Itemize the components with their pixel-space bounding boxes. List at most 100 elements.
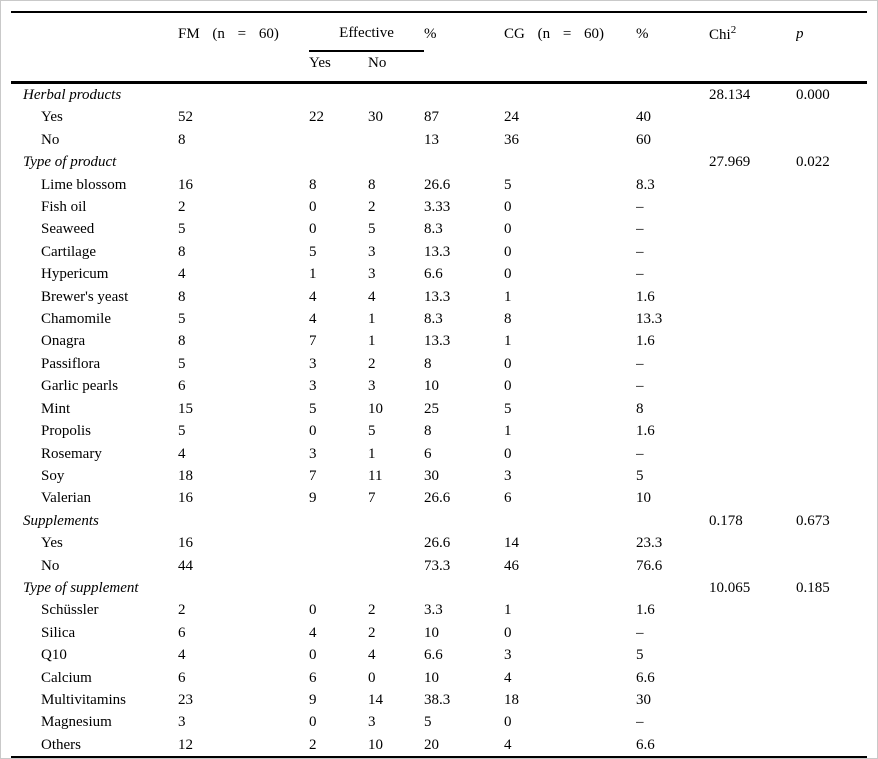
table-row: Schüssler 2 0 2 3.3 1 1.6 <box>11 599 867 621</box>
cell-p-value <box>796 443 867 465</box>
cell-p-value <box>796 667 867 689</box>
table-row: Mint 15 5 10 25 5 8 <box>11 398 867 420</box>
table-row: Type of supplement 10.065 0.185 <box>11 577 867 599</box>
table-row: Herbal products 28.134 0.000 <box>11 83 867 107</box>
cell-effective-yes: 0 <box>309 423 317 440</box>
cell-effective-no: 1 <box>368 311 376 328</box>
cell-effective-no: 3 <box>368 243 376 260</box>
cell-effective-yes: 4 <box>309 311 317 328</box>
cell-label: Garlic pearls <box>41 378 119 395</box>
cell-label: Lime blossom <box>41 176 127 193</box>
cell-cg-percent: – <box>636 624 644 641</box>
cell-p-value <box>796 308 867 330</box>
cell-p-value <box>796 532 867 554</box>
cell-cg-percent: 13.3 <box>636 311 663 328</box>
cell-chi-square <box>709 375 796 397</box>
cell-effective-yes: 3 <box>309 378 317 395</box>
cell-cg-count: 46 <box>504 557 520 574</box>
cell-effective-yes <box>309 577 368 599</box>
cell-cg-percent: – <box>636 199 644 216</box>
cell-cg-percent: – <box>636 714 644 731</box>
cell-chi-square <box>709 465 796 487</box>
cell-fm-percent: 26.6 <box>424 535 451 552</box>
cell-effective-no <box>368 555 424 577</box>
cell-fm-percent: 6.6 <box>424 266 443 283</box>
cell-effective-yes: 22 <box>309 109 324 126</box>
table-body: Herbal products 28.134 0.000 Yes 52 22 3… <box>11 83 867 758</box>
statistics-table: FM (n = 60) Effective % CG (n = 60) % Ch… <box>11 11 868 758</box>
cell-fm-count: 8 <box>178 243 186 260</box>
cell-fm-percent: 8 <box>424 423 432 440</box>
cell-label: Yes <box>41 109 63 126</box>
table-row: Soy 18 7 11 30 3 5 <box>11 465 867 487</box>
cell-chi-square <box>709 308 796 330</box>
cell-label: Hypericum <box>41 266 109 283</box>
cell-fm-count: 6 <box>178 624 186 641</box>
cell-cg-percent: 60 <box>636 131 652 148</box>
table-row: Multivitamins 23 9 14 38.3 18 30 <box>11 689 867 711</box>
cell-fm-count: 15 <box>178 400 193 417</box>
cell-chi-square <box>709 644 796 666</box>
header-fm: FM (n = 60) <box>178 25 279 42</box>
cell-fm-count: 8 <box>178 131 186 148</box>
cell-cg-percent: 5 <box>636 467 644 484</box>
cell-fm-count: 5 <box>178 311 186 328</box>
header-spacer <box>11 51 178 84</box>
cell-effective-yes: 0 <box>309 647 317 664</box>
cell-fm-percent: 38.3 <box>424 691 451 708</box>
cell-cg-count: 1 <box>504 423 512 440</box>
cell-cg-percent: – <box>636 243 644 260</box>
cell-cg-count: 0 <box>504 199 512 216</box>
table-row: Magnesium 3 0 3 5 0 – <box>11 711 867 733</box>
cell-chi-square <box>709 443 796 465</box>
cell-p-value <box>796 263 867 285</box>
cell-cg-count: 3 <box>504 647 512 664</box>
cell-cg-count: 18 <box>504 691 520 708</box>
cell-p-value <box>796 330 867 352</box>
cell-fm-percent: 5 <box>424 714 432 731</box>
cell-chi-square <box>709 106 796 128</box>
cell-effective-yes: 0 <box>309 199 317 216</box>
table-row: Propolis 5 0 5 8 1 1.6 <box>11 420 867 442</box>
table-row: No 44 73.3 46 76.6 <box>11 555 867 577</box>
cell-effective-no: 2 <box>368 199 376 216</box>
cell-effective-no: 7 <box>368 490 376 507</box>
cell-effective-no: 4 <box>368 647 376 664</box>
cell-label: Schüssler <box>41 602 99 619</box>
cell-fm-count: 4 <box>178 445 186 462</box>
cell-fm-percent: 73.3 <box>424 557 451 574</box>
cell-fm-percent: 13.3 <box>424 333 451 350</box>
cell-effective-no: 2 <box>368 355 376 372</box>
cell-fm-count: 2 <box>178 602 186 619</box>
cell-fm-count: 16 <box>178 535 193 552</box>
cell-label: Brewer's yeast <box>41 288 129 305</box>
cell-cg-count: 36 <box>504 131 520 148</box>
cell-chi-square <box>709 286 796 308</box>
cell-fm-count: 5 <box>178 221 186 238</box>
cell-fm-count <box>178 83 309 107</box>
cell-cg-count: 0 <box>504 243 512 260</box>
cell-fm-percent: 3.3 <box>424 602 443 619</box>
cell-effective-no: 4 <box>368 288 376 305</box>
cell-cg-percent: 76.6 <box>636 557 663 574</box>
cell-cg-percent: – <box>636 445 644 462</box>
cell-chi-square <box>709 129 796 151</box>
cell-fm-count: 18 <box>178 467 193 484</box>
cell-fm-count: 2 <box>178 199 186 216</box>
cell-effective-no: 5 <box>368 423 376 440</box>
header-pct-cg: % <box>636 25 649 42</box>
cell-fm-percent: 10 <box>424 378 440 395</box>
cell-effective-no <box>368 129 424 151</box>
cell-cg-count: 3 <box>504 467 512 484</box>
cell-fm-count: 16 <box>178 490 193 507</box>
cell-effective-yes: 3 <box>309 355 317 372</box>
cell-p-value <box>796 711 867 733</box>
cell-cg-percent: – <box>636 378 644 395</box>
cell-fm-percent: 25 <box>424 400 440 417</box>
cell-effective-no: 10 <box>368 736 383 753</box>
cell-cg-count: 1 <box>504 288 512 305</box>
header-chi-square: Chi2 <box>709 12 796 51</box>
table-row: Brewer's yeast 8 4 4 13.3 1 1.6 <box>11 286 867 308</box>
cell-p-value: 0.000 <box>796 87 830 103</box>
cell-label: Cartilage <box>41 243 96 260</box>
